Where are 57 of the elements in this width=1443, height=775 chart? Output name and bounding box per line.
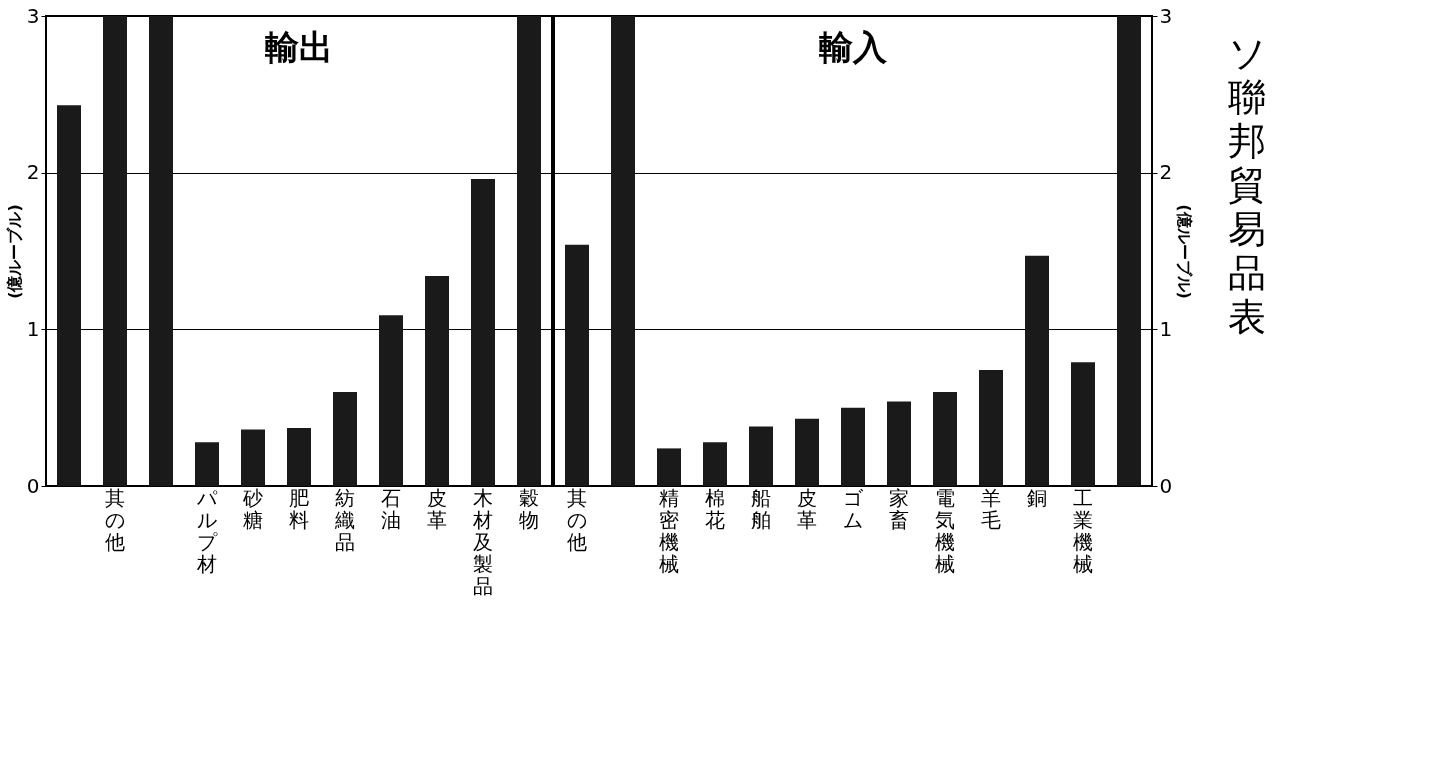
y-tick-label: 1 bbox=[1159, 316, 1173, 341]
bar bbox=[841, 407, 865, 486]
y-axis-title: (億ルーブル) bbox=[4, 204, 24, 299]
chart-title: 輸出 bbox=[264, 27, 333, 67]
bar bbox=[703, 442, 727, 486]
x-tick-label: 家畜 bbox=[889, 485, 909, 532]
x-tick-label: 其の他 bbox=[567, 485, 587, 554]
chart-title: 輸入 bbox=[818, 27, 888, 67]
bar bbox=[933, 392, 957, 486]
x-tick-label: 工業機械 bbox=[1073, 485, 1093, 576]
bar bbox=[241, 429, 265, 486]
x-tick-label: 石油 bbox=[381, 485, 401, 532]
bar bbox=[979, 370, 1003, 486]
bar bbox=[287, 428, 311, 486]
bar bbox=[517, 16, 541, 486]
x-tick-label: ゴム bbox=[843, 485, 864, 532]
y-tick-label: 1 bbox=[26, 316, 40, 341]
bar bbox=[333, 392, 357, 486]
x-tick-label: パルプ材 bbox=[196, 485, 218, 576]
y-tick-label: 2 bbox=[1159, 160, 1173, 185]
bar bbox=[195, 442, 219, 486]
x-tick-label: 銅 bbox=[1027, 485, 1047, 510]
bar bbox=[1071, 362, 1095, 486]
x-tick-label: 船舶 bbox=[751, 485, 771, 532]
bar bbox=[103, 16, 127, 486]
y-tick-label: 3 bbox=[26, 3, 40, 28]
x-tick-label: 皮革 bbox=[797, 485, 817, 532]
x-tick-label: 皮革 bbox=[427, 485, 447, 532]
x-tick-label: 穀物 bbox=[519, 485, 539, 532]
bar bbox=[611, 16, 635, 486]
x-tick-label: 其の他 bbox=[105, 485, 125, 554]
bar bbox=[749, 426, 773, 486]
y-axis-title: (億ルーブル) bbox=[1175, 204, 1195, 299]
bar bbox=[57, 105, 81, 486]
x-tick-label: 羊毛 bbox=[981, 485, 1001, 532]
x-tick-label: 棉花 bbox=[705, 485, 725, 532]
x-tick-label: 紡織品 bbox=[334, 485, 355, 554]
bar bbox=[887, 401, 911, 486]
bar bbox=[565, 244, 589, 486]
x-tick-label: 砂糖 bbox=[242, 485, 263, 532]
y-tick-label: 0 bbox=[26, 473, 40, 498]
y-tick-label: 3 bbox=[1159, 3, 1173, 28]
bar bbox=[149, 16, 173, 486]
bar bbox=[425, 276, 449, 486]
y-tick-label: 2 bbox=[26, 160, 40, 185]
y-tick-label: 0 bbox=[1159, 473, 1173, 498]
text: ソ聯邦貿易品表 bbox=[1227, 31, 1267, 339]
bar bbox=[795, 418, 819, 486]
bar bbox=[471, 178, 495, 486]
x-tick-label: 精密機械 bbox=[659, 485, 679, 576]
bar bbox=[1117, 16, 1141, 486]
bar bbox=[379, 315, 403, 486]
x-tick-label: 電気機械 bbox=[935, 485, 955, 576]
bar bbox=[657, 448, 681, 486]
x-tick-label: 木材及製品 bbox=[472, 485, 493, 598]
bar bbox=[1025, 255, 1049, 486]
x-tick-label: 肥料 bbox=[289, 485, 309, 532]
